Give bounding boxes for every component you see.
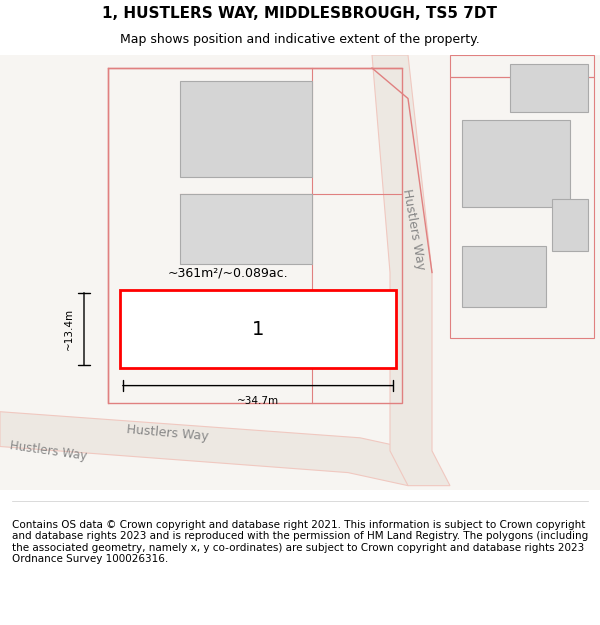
Bar [120, 290, 396, 368]
Text: ~13.4m: ~13.4m [64, 308, 74, 350]
Text: 1: 1 [252, 319, 264, 339]
Text: Map shows position and indicative extent of the property.: Map shows position and indicative extent… [120, 33, 480, 46]
Text: ~361m²/~0.089ac.: ~361m²/~0.089ac. [168, 266, 289, 279]
Bar [180, 194, 312, 264]
Bar [552, 199, 588, 251]
Text: ~34.7m: ~34.7m [237, 396, 279, 406]
Text: Hustlers Way: Hustlers Way [8, 439, 88, 462]
Text: Contains OS data © Crown copyright and database right 2021. This information is : Contains OS data © Crown copyright and d… [12, 520, 588, 564]
Bar [510, 64, 588, 111]
Text: 1, HUSTLERS WAY, MIDDLESBROUGH, TS5 7DT: 1, HUSTLERS WAY, MIDDLESBROUGH, TS5 7DT [103, 6, 497, 21]
Bar [180, 81, 312, 177]
Text: Hustlers Way: Hustlers Way [400, 188, 428, 271]
Text: Hustlers Way: Hustlers Way [127, 423, 209, 444]
Bar [462, 120, 570, 208]
Bar [462, 246, 546, 308]
Polygon shape [0, 412, 420, 486]
Polygon shape [372, 55, 450, 486]
